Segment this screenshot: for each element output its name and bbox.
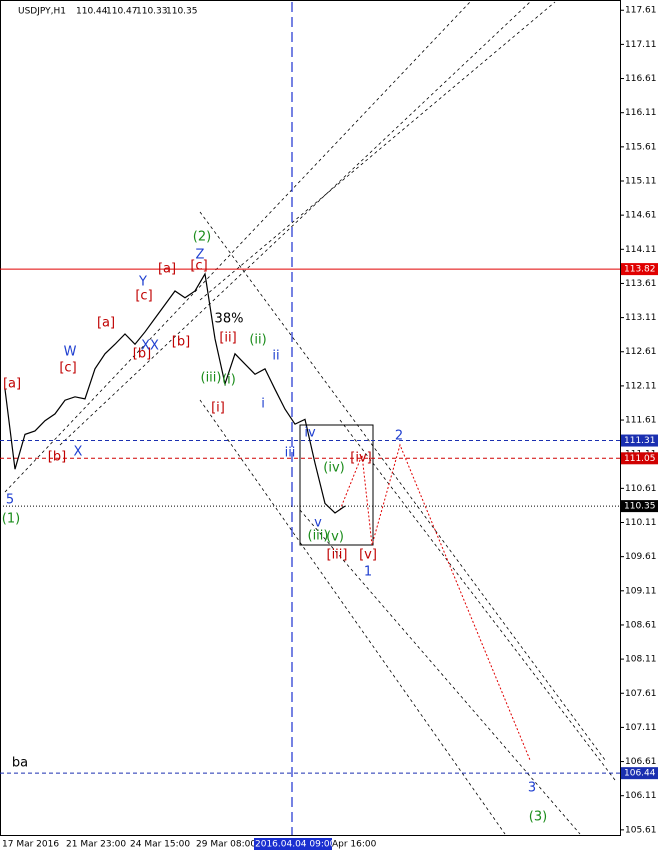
chart-title: USDJPY,H1	[18, 7, 66, 17]
wave-label: W	[64, 345, 77, 360]
wave-label: [b]	[172, 335, 190, 350]
wave-label: (2)	[193, 230, 211, 245]
wave-label: [a]	[158, 262, 176, 277]
trend-line	[199, 1, 556, 301]
x-tick-label: 21 Mar 23:00	[66, 840, 126, 850]
y-tick-label: 110.61	[625, 484, 657, 494]
wave-label: (i)	[222, 373, 236, 388]
level-tag	[621, 434, 658, 447]
wave-label: iii	[285, 446, 296, 461]
wave-label: XX	[141, 339, 159, 354]
wave-label: [ii]	[219, 331, 236, 346]
wave-label: 5	[6, 493, 14, 508]
y-tick-label: 112.11	[625, 381, 657, 391]
y-tick-label: 113.61	[625, 279, 657, 289]
y-tick-label: 115.61	[625, 142, 657, 152]
y-tick-label: 107.61	[625, 689, 657, 699]
wave-label: X	[74, 445, 83, 460]
wave-label: [i]	[211, 401, 225, 416]
quote-value: 110.44	[76, 7, 108, 17]
quote-value: 110.33	[136, 7, 168, 17]
wave-label: [c]	[190, 259, 207, 274]
level-label: 111.31	[624, 436, 656, 446]
wave-label: [b]	[133, 347, 151, 362]
y-tick-label: 116.61	[625, 74, 657, 84]
level-tag	[621, 767, 658, 780]
wave-label: Y	[138, 275, 147, 290]
x-tick-label: 17 Mar 2016	[2, 840, 59, 850]
x-tick-label: Apr 16:00	[332, 840, 377, 850]
wave-label: [a]	[3, 377, 21, 392]
y-tick-label: 106.11	[625, 791, 657, 801]
channel-lines	[4, 1, 616, 835]
x-highlight	[254, 838, 332, 850]
x-tick-label: 2016.04.04 09:00	[255, 840, 336, 850]
y-tick-label: 107.11	[625, 723, 657, 733]
trend-line	[199, 399, 506, 835]
level-tag	[621, 500, 658, 513]
price-line	[4, 272, 346, 514]
wave-label: 3	[528, 781, 536, 796]
wave-label: [c]	[135, 289, 152, 304]
y-tick-label: 116.11	[625, 108, 657, 118]
wave-label: ii	[272, 349, 279, 364]
wave-label: [iii]	[327, 548, 348, 563]
trend-line	[299, 509, 581, 835]
level-label: 106.44	[624, 769, 656, 779]
trend-line	[4, 1, 471, 493]
y-tick-label: 109.11	[625, 586, 657, 596]
y-tick-label: 117.11	[625, 40, 657, 50]
projection-path	[339, 443, 531, 761]
wave-label: 38%	[215, 312, 244, 327]
y-tick-label: 115.11	[625, 176, 657, 186]
wave-label: (1)	[2, 512, 20, 527]
wave-label: (ii)	[249, 333, 266, 348]
y-tick-label: 105.61	[625, 825, 657, 835]
y-tick-label: 110.11	[625, 518, 657, 528]
level-label: 110.35	[624, 502, 656, 512]
y-tick-label: 109.61	[625, 552, 657, 562]
box	[299, 424, 374, 546]
level-tag	[621, 452, 658, 465]
wave-label: (iii)	[308, 529, 329, 544]
y-tick-label: 114.11	[625, 245, 657, 255]
wave-label: Z	[196, 248, 205, 263]
wave-label: ba	[12, 756, 28, 771]
y-tick-label: 117.61	[625, 6, 657, 16]
x-tick-label: 24 Mar 15:00	[130, 840, 190, 850]
x-tick-label: 29 Mar 08:00	[196, 840, 256, 850]
wave-label: [a]	[97, 316, 115, 331]
y-tick-label: 108.11	[625, 655, 657, 665]
wave-label: (iv)	[323, 461, 344, 476]
wave-label: [c]	[59, 361, 76, 376]
y-tick-label: 108.61	[625, 620, 657, 630]
wave-label: 1	[364, 565, 372, 580]
wave-label: [iv]	[350, 451, 371, 466]
wave-label: [v]	[359, 548, 377, 563]
wave-label: (iii)	[201, 371, 222, 386]
wave-label: 2	[395, 429, 403, 444]
wave-label: (v)	[326, 530, 344, 545]
y-tick-label: 113.11	[625, 313, 657, 323]
wave-label: [b]	[48, 450, 66, 465]
wave-label: (3)	[529, 810, 547, 825]
y-tick-label: 114.61	[625, 211, 657, 221]
wave-label: v	[314, 516, 322, 531]
wave-label: i	[261, 397, 265, 412]
level-tag	[621, 263, 658, 276]
y-tick-label: 112.61	[625, 347, 657, 357]
level-label: 113.82	[624, 265, 656, 275]
wave-label: iv	[304, 426, 316, 441]
y-tick-label: 111.61	[625, 416, 657, 426]
plot-frame	[0, 0, 621, 836]
level-label: 111.05	[624, 454, 656, 464]
quote-value: 110.47	[106, 7, 138, 17]
quote-value: 110.35	[166, 7, 198, 17]
y-tick-label: 106.61	[625, 757, 657, 767]
